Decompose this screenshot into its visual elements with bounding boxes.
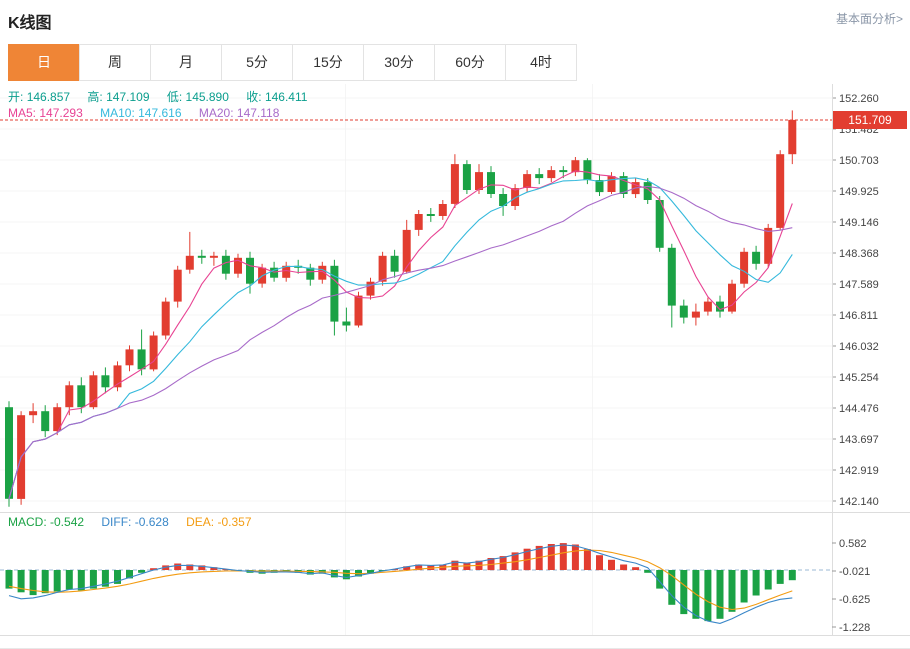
svg-text:147.589: 147.589 xyxy=(839,279,879,291)
svg-text:145.254: 145.254 xyxy=(839,372,879,384)
low-value: 145.890 xyxy=(185,90,229,104)
kline-chart-canvas[interactable]: 152.260151.482150.703149.925149.146148.3… xyxy=(0,84,910,648)
ma10-label: MA10: xyxy=(100,106,135,120)
tab-15min[interactable]: 15分 xyxy=(292,44,364,81)
period-tab-bar: 日 周 月 5分 15分 30分 60分 4时 xyxy=(0,44,910,84)
close-value: 146.411 xyxy=(264,90,308,104)
tab-day[interactable]: 日 xyxy=(8,44,80,81)
macd-axis-labels: 0.582 -0.021 -0.625 -1.228 xyxy=(832,538,870,634)
chart-area: 152.260 151.482 150.703 149.925 149.146 148.3… xyxy=(0,84,910,649)
macd-histogram xyxy=(5,543,796,622)
svg-text:142.919: 142.919 xyxy=(839,465,879,477)
svg-text:150.703: 150.703 xyxy=(839,155,879,167)
fundamental-analysis-link[interactable]: 基本面分析> xyxy=(835,12,903,26)
ma20-line xyxy=(8,185,793,499)
dea-line xyxy=(8,549,793,611)
y-axis-labels: 152.260151.482150.703149.925149.146148.3… xyxy=(839,93,879,508)
svg-text:149.925: 149.925 xyxy=(839,186,879,198)
svg-text:152.260: 152.260 xyxy=(839,93,879,105)
ma5-label: MA5: xyxy=(8,106,37,120)
close-label: 收: xyxy=(246,90,262,104)
ma20-value: 147.118 xyxy=(236,106,280,120)
svg-text:143.697: 143.697 xyxy=(839,434,879,446)
high-label: 高: xyxy=(87,90,103,104)
ma10-value: 147.616 xyxy=(138,106,182,120)
candles-layer xyxy=(5,110,797,507)
dea-label: DEA: xyxy=(186,515,215,529)
ma5-line xyxy=(8,170,793,499)
page-title: K线图 xyxy=(8,15,52,32)
tab-4hour[interactable]: 4时 xyxy=(505,44,577,81)
svg-text:-0.625: -0.625 xyxy=(839,594,870,606)
svg-text:144.476: 144.476 xyxy=(839,403,879,415)
tab-30min[interactable]: 30分 xyxy=(363,44,435,81)
low-label: 低: xyxy=(166,90,183,104)
ma-legend: MA5: 147.293 MA10: 147.616 MA20: 147.118 xyxy=(8,106,293,120)
ohlc-legend: 开: 146.857 高: 147.109 低: 145.890 收: 146.… xyxy=(8,90,321,104)
svg-text:146.032: 146.032 xyxy=(839,341,879,353)
svg-text:0.582: 0.582 xyxy=(839,538,867,550)
high-value: 147.109 xyxy=(106,90,150,104)
open-value: 146.857 xyxy=(26,90,71,104)
diff-label: DIFF: xyxy=(101,515,132,529)
svg-text:146.811: 146.811 xyxy=(839,310,878,322)
tab-week[interactable]: 周 xyxy=(79,44,151,81)
macd-label: MACD: xyxy=(8,515,47,529)
svg-text:-1.228: -1.228 xyxy=(839,622,870,634)
tab-5min[interactable]: 5分 xyxy=(221,44,293,81)
tab-month[interactable]: 月 xyxy=(150,44,222,81)
ma20-label: MA20: xyxy=(198,106,234,120)
ma10-line xyxy=(8,177,793,499)
diff-value: -0.628 xyxy=(134,515,169,529)
current-price-badge: 151.709 xyxy=(833,111,907,129)
open-label: 开: xyxy=(8,90,24,104)
svg-text:-0.021: -0.021 xyxy=(839,566,870,578)
svg-text:148.368: 148.368 xyxy=(839,248,879,260)
grid-layer xyxy=(0,84,910,636)
ma5-value: 147.293 xyxy=(39,106,83,120)
tab-60min[interactable]: 60分 xyxy=(434,44,506,81)
macd-value: -0.542 xyxy=(50,515,85,529)
svg-text:142.140: 142.140 xyxy=(839,496,879,508)
chart-header: K线图 基本面分析> xyxy=(0,0,910,44)
svg-text:149.146: 149.146 xyxy=(839,217,879,229)
dea-value: -0.357 xyxy=(217,515,252,529)
macd-legend: MACD: -0.542 DIFF: -0.628 DEA: -0.357 xyxy=(8,515,266,529)
diff-line xyxy=(8,544,793,624)
